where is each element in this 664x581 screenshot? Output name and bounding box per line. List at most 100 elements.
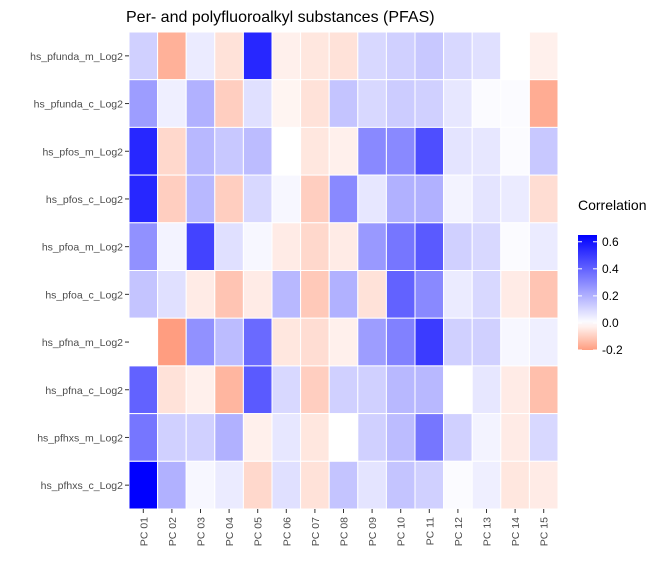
heatmap-cell-hs-pfunda-m-log2-pc-05 <box>242 31 273 81</box>
heatmap-cell-hs-pfhxs-c-log2-pc-07 <box>300 460 330 510</box>
heatmap-cell-hs-pfunda-c-log2-pc-05 <box>242 79 273 128</box>
heatmap-cell-hs-pfos-c-log2-pc-08 <box>328 174 359 224</box>
heatmap-cell-hs-pfna-m-log2-pc-08 <box>328 317 359 367</box>
heatmap-cell-hs-pfos-m-log2-pc-13 <box>471 126 502 176</box>
heatmap-cell-hs-pfhxs-c-log2-pc-09 <box>357 460 387 510</box>
heatmap-cell-hs-pfos-m-log2-pc-03 <box>185 126 216 176</box>
heatmap-cell-hs-pfoa-c-log2-pc-14 <box>500 270 530 319</box>
y-tick-label: hs_pfunda_m_Log2 <box>30 51 123 63</box>
heatmap-cell-hs-pfos-m-log2-pc-08 <box>328 126 359 176</box>
legend-ticks: 0.6 0.4 0.2 0.0 -0.2 <box>578 235 623 357</box>
x-tick-label: PC 01 <box>138 517 150 546</box>
heatmap-cell-hs-pfhxs-c-log2-pc-14 <box>500 460 530 510</box>
heatmap-cell-hs-pfunda-c-log2-pc-09 <box>357 79 387 128</box>
heatmap-cell-hs-pfos-c-log2-pc-05 <box>242 174 273 224</box>
heatmap-cell-hs-pfunda-c-log2-pc-08 <box>328 79 359 128</box>
heatmap-cell-hs-pfna-m-log2-pc-03 <box>185 317 216 367</box>
heatmap-cell-hs-pfunda-m-log2-pc-12 <box>443 31 473 81</box>
x-tick-label: PC 14 <box>510 517 522 546</box>
heatmap-cell-hs-pfna-c-log2-pc-06 <box>271 365 302 415</box>
heatmap-cell-hs-pfunda-m-log2-pc-04 <box>214 31 244 81</box>
heatmap-cell-hs-pfunda-m-log2-pc-02 <box>157 31 187 81</box>
x-tick-label: PC 13 <box>482 517 494 546</box>
heatmap-cell-hs-pfos-m-log2-pc-10 <box>385 126 416 176</box>
heatmap-cell-hs-pfoa-c-log2-pc-13 <box>471 270 502 319</box>
heatmap-cell-hs-pfna-c-log2-pc-10 <box>385 365 416 415</box>
heatmap-cell-hs-pfoa-m-log2-pc-09 <box>357 222 387 272</box>
heatmap-cell-hs-pfna-c-log2-pc-13 <box>471 365 502 415</box>
heatmap-cell-hs-pfos-c-log2-pc-11 <box>414 174 445 224</box>
heatmap-cell-hs-pfna-c-log2-pc-03 <box>185 365 216 415</box>
heatmap-cell-hs-pfhxs-m-log2-pc-08 <box>328 413 359 462</box>
heatmap-cell-hs-pfoa-m-log2-pc-06 <box>271 222 302 272</box>
heatmap-cell-hs-pfunda-m-log2-pc-15 <box>528 31 559 81</box>
heatmap-cell-hs-pfoa-m-log2-pc-05 <box>242 222 273 272</box>
heatmap-cell-hs-pfunda-m-log2-pc-08 <box>328 31 359 81</box>
heatmap-cell-hs-pfna-m-log2-pc-15 <box>528 317 559 367</box>
heatmap-cell-hs-pfos-m-log2-pc-15 <box>528 126 559 176</box>
heatmap-cell-hs-pfna-m-log2-pc-01 <box>128 317 159 367</box>
heatmap-cell-hs-pfna-m-log2-pc-13 <box>471 317 502 367</box>
y-axis: hs_pfunda_m_Log2 hs_pfunda_c_Log2 hs_pfos_… <box>30 51 129 492</box>
y-tick-label: hs_pfna_c_Log2 <box>45 385 123 397</box>
x-tick-label: PC 15 <box>539 517 551 546</box>
heatmap-cell-hs-pfos-m-log2-pc-06 <box>271 126 302 176</box>
heatmap-cell-hs-pfunda-m-log2-pc-13 <box>471 31 502 81</box>
heatmap-cell-hs-pfna-m-log2-pc-11 <box>414 317 445 367</box>
heatmap-cell-hs-pfos-c-log2-pc-02 <box>157 174 187 224</box>
heatmap-cell-hs-pfunda-c-log2-pc-13 <box>471 79 502 128</box>
heatmap-cell-hs-pfoa-m-log2-pc-07 <box>300 222 330 272</box>
heatmap-cell-hs-pfhxs-m-log2-pc-13 <box>471 413 502 462</box>
heatmap-cell-hs-pfoa-m-log2-pc-10 <box>385 222 416 272</box>
legend-tick-label: 0.2 <box>602 289 619 303</box>
heatmap-cell-hs-pfos-m-log2-pc-01 <box>128 126 159 176</box>
heatmap-cell-hs-pfhxs-m-log2-pc-14 <box>500 413 530 462</box>
heatmap-cell-hs-pfoa-m-log2-pc-01 <box>128 222 159 272</box>
y-tick-label: hs_pfhxs_m_Log2 <box>37 432 123 444</box>
heatmap-cell-hs-pfunda-m-log2-pc-09 <box>357 31 387 81</box>
heatmap-cell-hs-pfhxs-m-log2-pc-01 <box>128 413 159 462</box>
heatmap-cell-hs-pfunda-c-log2-pc-15 <box>528 79 559 128</box>
heatmap-cell-hs-pfhxs-m-log2-pc-02 <box>157 413 187 462</box>
heatmap-cell-hs-pfunda-c-log2-pc-14 <box>500 79 530 128</box>
heatmap-cell-hs-pfna-c-log2-pc-02 <box>157 365 187 415</box>
y-tick-label: hs_pfos_m_Log2 <box>42 146 123 158</box>
y-tick-label: hs_pfoa_c_Log2 <box>45 289 123 301</box>
x-tick-label: PC 03 <box>196 517 208 546</box>
heatmap-cell-hs-pfos-c-log2-pc-10 <box>385 174 416 224</box>
heatmap-cell-hs-pfunda-c-log2-pc-12 <box>443 79 473 128</box>
heatmap-cell-hs-pfunda-c-log2-pc-11 <box>414 79 445 128</box>
heatmap-cell-hs-pfos-c-log2-pc-06 <box>271 174 302 224</box>
heatmap-cell-hs-pfunda-c-log2-pc-10 <box>385 79 416 128</box>
heatmap-cell-hs-pfos-m-log2-pc-12 <box>443 126 473 176</box>
heatmap-cell-hs-pfoa-c-log2-pc-15 <box>528 270 559 319</box>
heatmap-cell-hs-pfoa-c-log2-pc-08 <box>328 270 359 319</box>
heatmap-cell-hs-pfoa-m-log2-pc-13 <box>471 222 502 272</box>
heatmap-cell-hs-pfna-c-log2-pc-05 <box>242 365 273 415</box>
heatmap-cell-hs-pfos-c-log2-pc-07 <box>300 174 330 224</box>
heatmap-cell-hs-pfna-c-log2-pc-12 <box>443 365 473 415</box>
heatmap-cell-hs-pfhxs-m-log2-pc-06 <box>271 413 302 462</box>
x-axis: PC 01 PC 02 PC 03 PC 04 PC 05 PC 06 PC 07 PC 08… <box>138 509 551 546</box>
x-tick-label: PC 07 <box>310 517 322 546</box>
chart-title: Per- and polyfluoroalkyl substances (PFA… <box>126 9 435 26</box>
heatmap-cell-hs-pfoa-c-log2-pc-03 <box>185 270 216 319</box>
heatmap-cell-hs-pfhxs-m-log2-pc-12 <box>443 413 473 462</box>
x-tick-label: PC 11 <box>424 517 436 546</box>
heatmap-cell-hs-pfunda-m-log2-pc-07 <box>300 31 330 81</box>
heatmap-cell-hs-pfoa-c-log2-pc-04 <box>214 270 244 319</box>
legend-tick-label: 0.6 <box>602 235 619 249</box>
legend-colorbar <box>578 235 597 350</box>
heatmap-cell-hs-pfna-m-log2-pc-10 <box>385 317 416 367</box>
heatmap-cell-hs-pfunda-m-log2-pc-01 <box>128 31 159 81</box>
heatmap-cell-hs-pfhxs-m-log2-pc-11 <box>414 413 445 462</box>
heatmap-cell-hs-pfoa-c-log2-pc-06 <box>271 270 302 319</box>
heatmap-cell-hs-pfna-c-log2-pc-08 <box>328 365 359 415</box>
heatmap-cell-hs-pfos-m-log2-pc-05 <box>242 126 273 176</box>
heatmap-cell-hs-pfhxs-c-log2-pc-01 <box>128 460 159 510</box>
heatmap-cell-hs-pfhxs-c-log2-pc-04 <box>214 460 244 510</box>
heatmap-cell-hs-pfos-c-log2-pc-14 <box>500 174 530 224</box>
heatmap-cell-hs-pfunda-m-log2-pc-06 <box>271 31 302 81</box>
